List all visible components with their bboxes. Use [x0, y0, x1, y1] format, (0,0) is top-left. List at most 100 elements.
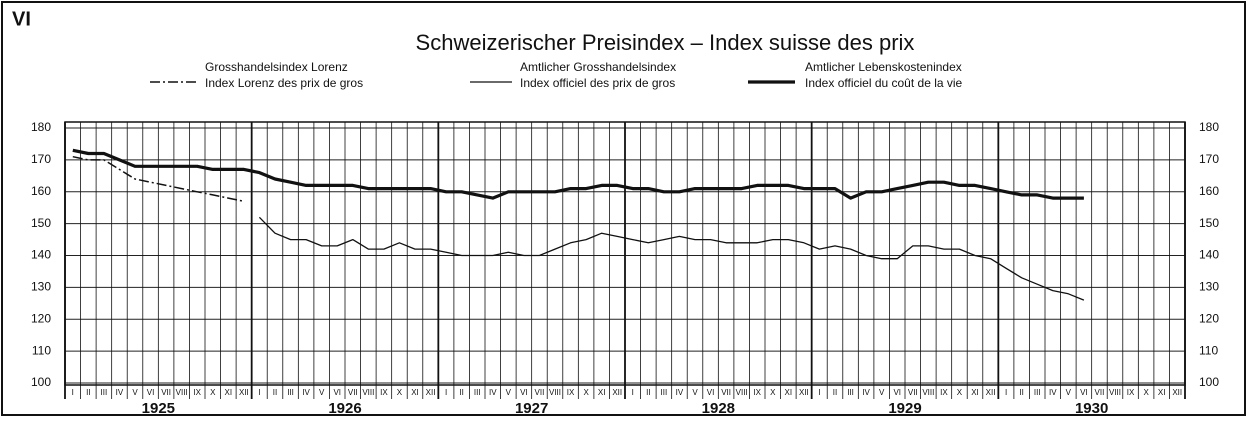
y2-tick-label: 180 [1199, 120, 1219, 134]
x-tick-label: IV [302, 388, 310, 397]
x-tick-label: VII [535, 388, 545, 397]
legend-label-fr: Index officiel du coût de la vie [805, 76, 963, 90]
x-tick-label: X [770, 388, 776, 397]
series-line [258, 216, 1085, 301]
x-tick-label: IV [1049, 388, 1057, 397]
y2-tick-label: 110 [1199, 343, 1218, 357]
x-tick-label: VIII [922, 388, 934, 397]
x-tick-label: III [661, 388, 668, 397]
year-label: 1926 [328, 400, 361, 417]
y-tick-label: 150 [31, 216, 51, 230]
x-tick-label: VIII [1109, 388, 1121, 397]
y-tick-label: 140 [31, 248, 51, 262]
y-tick-label: 180 [31, 120, 51, 134]
x-tick-label: I [1005, 388, 1007, 397]
x-tick-label: XI [598, 388, 606, 397]
y-tick-label: 130 [31, 280, 51, 294]
x-tick-label: X [397, 388, 403, 397]
x-tick-label: V [1066, 388, 1072, 397]
y-tick-label: 110 [32, 343, 51, 357]
x-tick-label: VI [147, 388, 155, 397]
x-tick-label: X [583, 388, 589, 397]
x-tick-label: II [833, 388, 837, 397]
chart-title: Schweizerischer Preisindex – Index suiss… [416, 30, 915, 55]
series-line [72, 155, 245, 203]
x-tick-label: VI [707, 388, 715, 397]
x-tick-label: I [632, 388, 634, 397]
y-tick-label: 160 [31, 184, 51, 198]
y2-tick-label: 120 [1199, 311, 1219, 325]
x-tick-label: IV [676, 388, 684, 397]
x-tick-label: I [72, 388, 74, 397]
x-tick-label: VI [1080, 388, 1088, 397]
x-tick-label: IX [567, 388, 575, 397]
x-tick-label: XII [239, 388, 249, 397]
series-line [72, 148, 1084, 200]
corner-label: VI [12, 8, 31, 30]
y-tick-label: 170 [31, 152, 51, 166]
x-tick-label: IX [940, 388, 948, 397]
x-tick-label: IV [862, 388, 870, 397]
x-tick-label: VIII [362, 388, 374, 397]
x-tick-label: II [459, 388, 463, 397]
x-tick-label: XII [986, 388, 996, 397]
x-tick-label: XI [785, 388, 793, 397]
x-tick-label: XI [1158, 388, 1166, 397]
x-tick-label: III [1034, 388, 1041, 397]
x-tick-label: III [287, 388, 294, 397]
x-tick-label: IX [380, 388, 388, 397]
x-tick-label: XII [799, 388, 809, 397]
x-tick-label: III [847, 388, 854, 397]
x-tick-label: VIII [736, 388, 748, 397]
x-tick-label: VI [520, 388, 528, 397]
year-label: 1929 [888, 400, 921, 417]
x-tick-label: XI [971, 388, 979, 397]
legend-label: Amtlicher Grosshandelsindex [520, 60, 676, 74]
x-tick-label: VI [893, 388, 901, 397]
x-tick-label: VI [333, 388, 341, 397]
x-tick-label: IX [1127, 388, 1135, 397]
x-tick-label: II [273, 388, 277, 397]
x-tick-label: VII [1095, 388, 1105, 397]
legend-label: Amtlicher Lebenskostenindex [805, 60, 962, 74]
x-tick-label: V [319, 388, 325, 397]
y-tick-label: 100 [31, 375, 51, 389]
x-tick-label: XII [426, 388, 436, 397]
x-tick-label: VII [721, 388, 731, 397]
x-tick-label: VIII [176, 388, 188, 397]
x-tick-label: V [132, 388, 138, 397]
x-tick-label: VII [161, 388, 171, 397]
x-tick-label: X [1143, 388, 1149, 397]
x-tick-label: XII [612, 388, 622, 397]
x-tick-label: I [818, 388, 820, 397]
x-tick-label: XI [411, 388, 419, 397]
year-label: 1925 [142, 400, 175, 417]
y2-tick-label: 140 [1199, 248, 1219, 262]
x-tick-label: V [879, 388, 885, 397]
legend-label-fr: Index Lorenz des prix de gros [205, 76, 363, 90]
x-tick-label: XI [225, 388, 233, 397]
x-tick-label: IV [489, 388, 497, 397]
x-tick-label: III [474, 388, 481, 397]
y-tick-label: 120 [31, 311, 51, 325]
y2-tick-label: 100 [1199, 375, 1219, 389]
x-tick-label: VII [908, 388, 918, 397]
x-tick-label: I [258, 388, 260, 397]
x-tick-label: VII [348, 388, 358, 397]
legend-label: Grosshandelsindex Lorenz [205, 60, 348, 74]
x-tick-label: IX [193, 388, 201, 397]
year-label: 1928 [702, 400, 735, 417]
x-tick-label: I [445, 388, 447, 397]
x-tick-label: VIII [549, 388, 561, 397]
x-tick-label: IX [753, 388, 761, 397]
x-tick-label: II [1019, 388, 1023, 397]
y2-tick-label: 160 [1199, 184, 1219, 198]
legend-label-fr: Index officiel des prix de gros [520, 76, 675, 90]
x-tick-label: V [506, 388, 512, 397]
y2-tick-label: 150 [1199, 216, 1219, 230]
year-label: 1930 [1075, 400, 1108, 417]
x-tick-label: X [210, 388, 216, 397]
x-tick-label: II [86, 388, 90, 397]
